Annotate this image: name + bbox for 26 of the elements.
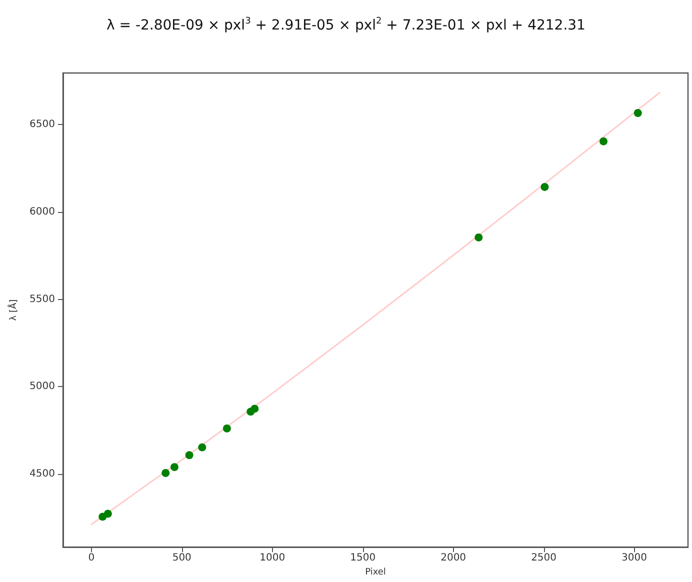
x-tick-label: 3000 <box>622 552 647 564</box>
point <box>198 443 206 452</box>
point <box>162 469 170 478</box>
line-series <box>90 92 660 526</box>
x-tick-label: 0 <box>88 552 95 564</box>
point <box>540 182 549 191</box>
point <box>222 424 231 432</box>
point <box>104 510 112 518</box>
x-tick-label: 500 <box>172 552 192 564</box>
y-axis-title: λ [Å] <box>7 299 20 321</box>
point <box>185 451 194 460</box>
y-tick-label: 5500 <box>30 294 55 305</box>
x-tick-label: 2000 <box>440 552 466 564</box>
x-tick-label: 1500 <box>350 552 376 564</box>
point <box>170 463 178 472</box>
y-tick-label: 6000 <box>30 206 55 218</box>
point <box>600 137 608 146</box>
point <box>474 233 483 242</box>
x-tick-label: 1000 <box>260 552 286 564</box>
y-tick-label: 4500 <box>30 468 55 480</box>
point <box>634 109 642 118</box>
x-tick-label: 2500 <box>531 552 557 564</box>
y-tick-label: 5000 <box>30 381 55 392</box>
y-tick-label: 6500 <box>30 119 55 130</box>
point <box>250 404 259 413</box>
x-axis-title: Pixel <box>365 568 386 578</box>
